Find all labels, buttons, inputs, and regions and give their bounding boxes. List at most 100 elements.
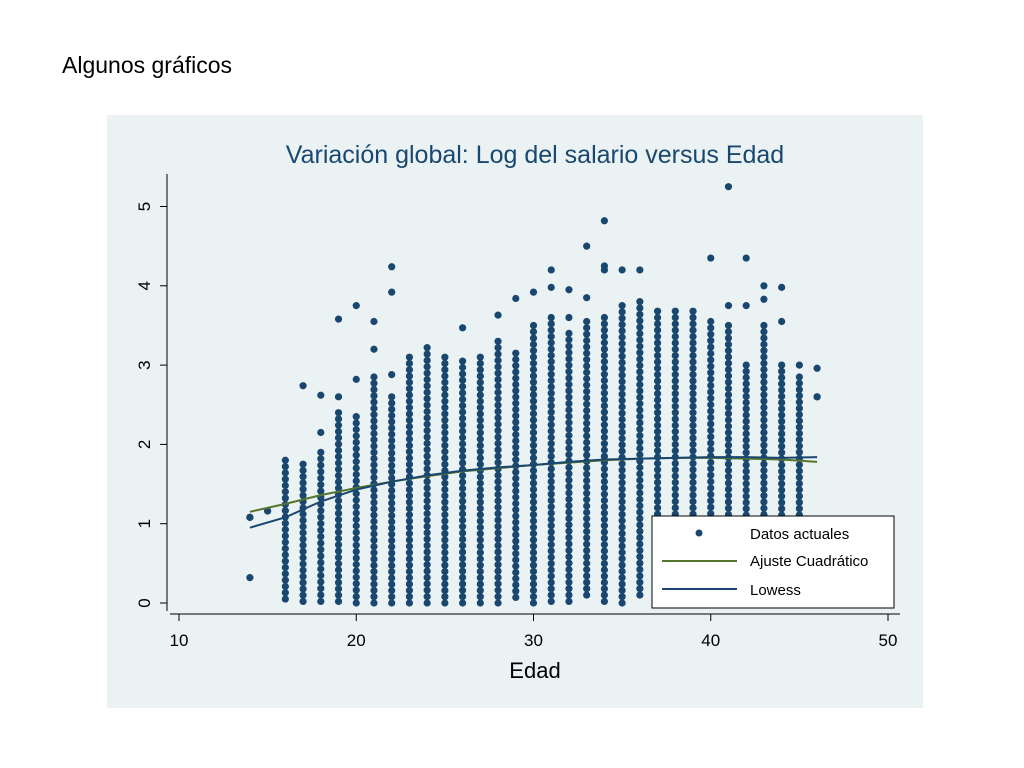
data-point: [441, 448, 449, 456]
data-point: [317, 448, 325, 456]
data-point: [370, 486, 378, 494]
data-point: [618, 396, 626, 405]
data-point: [565, 502, 573, 510]
data-point: [583, 585, 591, 593]
data-point: [441, 530, 449, 538]
data-point: [778, 505, 786, 513]
data-point: [653, 421, 662, 429]
data-point: [618, 504, 626, 512]
data-point: [547, 339, 555, 347]
data-point: [494, 356, 502, 365]
data-point: [281, 589, 289, 597]
data-point: [441, 353, 449, 361]
data-point: [565, 514, 573, 523]
data-point: [441, 548, 449, 557]
data-point: [441, 536, 449, 544]
data-point: [671, 421, 679, 429]
data-point: [707, 337, 715, 345]
data-point: [512, 556, 520, 564]
data-point: [370, 542, 378, 551]
data-point: [529, 372, 538, 380]
data-point: [618, 555, 626, 563]
data-point: [671, 313, 679, 322]
data-point: [423, 465, 431, 473]
data-point: [671, 472, 679, 480]
data-point: [760, 328, 768, 336]
data-point: [476, 542, 484, 550]
data-point: [317, 545, 325, 554]
data-point: [547, 534, 555, 542]
data-point: [600, 339, 609, 347]
data-point: [334, 591, 343, 599]
data-point: [299, 597, 307, 606]
data-point: [671, 440, 679, 448]
data-point: [653, 396, 662, 404]
data-point: [636, 489, 644, 497]
data-point: [441, 372, 449, 380]
data-point: [565, 425, 573, 433]
data-point: [405, 467, 414, 475]
data-point: [352, 528, 360, 536]
data-point: [459, 459, 467, 467]
data-point: [618, 548, 626, 556]
data-point: [334, 597, 343, 606]
data-point: [618, 466, 626, 474]
data-point: [778, 430, 786, 438]
data-point: [370, 517, 378, 525]
data-point: [388, 393, 396, 401]
data-point: [441, 517, 449, 525]
data-point: [724, 466, 733, 475]
data-point: [352, 432, 360, 440]
data-point: [441, 542, 449, 550]
data-point: [441, 561, 449, 569]
data-point: [317, 391, 325, 399]
data-point: [707, 349, 715, 358]
data-point: [334, 578, 343, 587]
data-point: [476, 530, 484, 538]
data-point: [423, 446, 431, 454]
data-point: [317, 461, 325, 469]
data-point: [388, 518, 396, 526]
data-point: [281, 557, 289, 565]
data-point: [423, 586, 431, 594]
data-point: [299, 566, 307, 574]
data-point: [423, 541, 431, 550]
data-point: [547, 332, 555, 341]
data-point: [441, 485, 449, 494]
data-point: [547, 515, 555, 524]
data-point: [494, 535, 502, 543]
data-point: [778, 380, 786, 388]
data-point: [724, 328, 733, 336]
data-point: [636, 451, 644, 459]
data-point: [334, 509, 343, 517]
data-point: [405, 416, 414, 424]
data-point: [760, 447, 768, 456]
data-point: [281, 570, 289, 578]
data-point: [636, 553, 644, 561]
data-point: [724, 403, 733, 411]
data-point: [707, 413, 715, 422]
data-point: [494, 433, 502, 441]
data-point: [600, 585, 609, 593]
data-point: [742, 505, 750, 513]
data-point: [547, 408, 555, 416]
data-point: [405, 555, 414, 563]
data-point: [512, 349, 520, 357]
data-point: [423, 522, 431, 530]
data-point: [512, 543, 520, 551]
data-point: [618, 441, 626, 449]
data-point: [547, 440, 555, 448]
data-point: [653, 415, 662, 423]
data-point: [494, 452, 502, 460]
data-point: [317, 597, 325, 606]
data-point: [636, 476, 644, 484]
data-point: [405, 479, 414, 487]
data-point: [512, 575, 520, 583]
data-point: [760, 466, 768, 475]
legend-marker-datos: [695, 529, 703, 537]
data-point: [707, 510, 715, 518]
data-point: [795, 473, 803, 481]
data-point: [547, 566, 555, 574]
data-point: [724, 378, 733, 386]
data-point: [529, 517, 538, 525]
